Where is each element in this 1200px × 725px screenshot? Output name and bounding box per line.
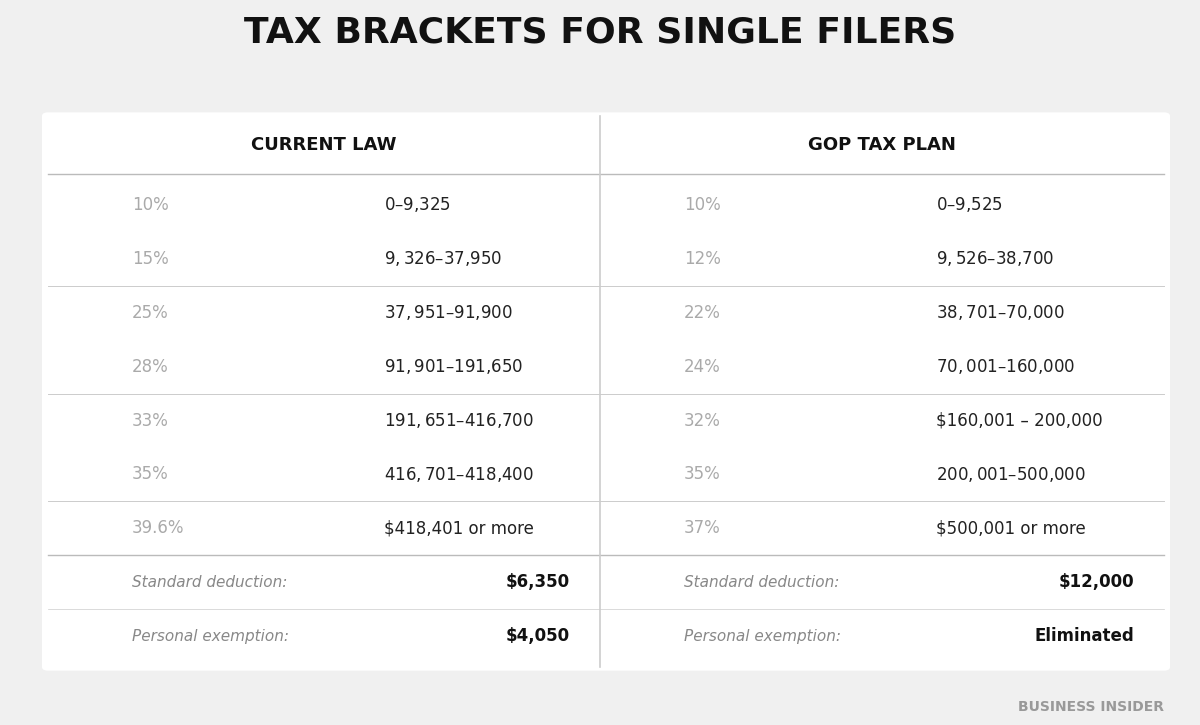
Text: $191,651 – $416,700: $191,651 – $416,700 (384, 411, 534, 430)
Text: 25%: 25% (132, 304, 169, 322)
Text: $0 – $9,525: $0 – $9,525 (936, 195, 1003, 214)
Text: 32%: 32% (684, 412, 721, 429)
Text: BUSINESS INSIDER: BUSINESS INSIDER (1018, 700, 1164, 714)
Text: 10%: 10% (684, 196, 721, 214)
Text: $9,326 – $37,950: $9,326 – $37,950 (384, 249, 502, 268)
Text: Personal exemption:: Personal exemption: (132, 629, 289, 644)
Text: Standard deduction:: Standard deduction: (132, 575, 287, 590)
Text: CURRENT LAW: CURRENT LAW (251, 136, 397, 154)
Text: $6,350: $6,350 (506, 573, 570, 592)
Text: $4,050: $4,050 (506, 627, 570, 645)
Text: $500,001 or more: $500,001 or more (936, 519, 1086, 537)
Text: $70,001 – $160,000: $70,001 – $160,000 (936, 357, 1075, 376)
Text: 10%: 10% (132, 196, 169, 214)
Text: $37,951 – $91,900: $37,951 – $91,900 (384, 303, 512, 322)
FancyBboxPatch shape (42, 112, 1170, 671)
Text: $12,000: $12,000 (1058, 573, 1134, 592)
Text: $418,401 or more: $418,401 or more (384, 519, 534, 537)
Text: TAX BRACKETS FOR SINGLE FILERS: TAX BRACKETS FOR SINGLE FILERS (244, 16, 956, 49)
Text: $9,526 – $38,700: $9,526 – $38,700 (936, 249, 1054, 268)
Text: 35%: 35% (684, 465, 721, 484)
Text: GOP TAX PLAN: GOP TAX PLAN (808, 136, 956, 154)
Text: $160,001 – 200,000: $160,001 – 200,000 (936, 412, 1103, 429)
Text: 39.6%: 39.6% (132, 519, 185, 537)
Text: $200,001 – $500,000: $200,001 – $500,000 (936, 465, 1086, 484)
Text: 22%: 22% (684, 304, 721, 322)
Text: 15%: 15% (132, 249, 169, 268)
Text: 12%: 12% (684, 249, 721, 268)
Text: 35%: 35% (132, 465, 169, 484)
Text: 37%: 37% (684, 519, 721, 537)
Text: $0 – $9,325: $0 – $9,325 (384, 195, 451, 214)
Text: 28%: 28% (132, 357, 169, 376)
Text: 24%: 24% (684, 357, 721, 376)
Text: $38,701 – $70,000: $38,701 – $70,000 (936, 303, 1064, 322)
Text: 33%: 33% (132, 412, 169, 429)
Text: $416,701 – $418,400: $416,701 – $418,400 (384, 465, 534, 484)
Text: Eliminated: Eliminated (1034, 627, 1134, 645)
Text: Personal exemption:: Personal exemption: (684, 629, 841, 644)
Text: Standard deduction:: Standard deduction: (684, 575, 839, 590)
Text: $91,901 – $191,650: $91,901 – $191,650 (384, 357, 523, 376)
